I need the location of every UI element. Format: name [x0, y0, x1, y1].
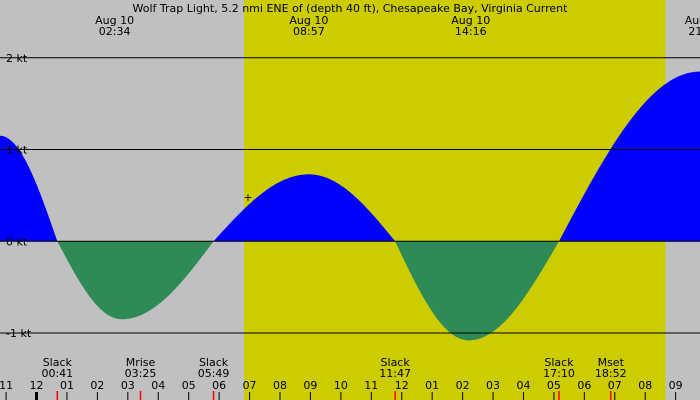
flood-area — [559, 71, 700, 242]
hour-tick-label: 07 — [243, 379, 257, 392]
event-name-label: Mrise — [126, 356, 156, 369]
flood-area — [213, 174, 396, 242]
grid-lines — [0, 57, 700, 334]
ebb-area — [57, 241, 214, 320]
y-tick-label: 2 kt — [6, 52, 28, 65]
top-date-label: Aug 10 — [95, 14, 134, 27]
y-tick-label: 1 kt — [6, 144, 28, 157]
hour-tick-label: 04 — [151, 379, 165, 392]
top-time-label: 08:57 — [293, 25, 325, 38]
event-name-label: Slack — [43, 356, 73, 369]
event-name-label: Slack — [381, 356, 411, 369]
hour-tick-label: 09 — [669, 379, 683, 392]
event-time-label: 00:41 — [41, 367, 73, 380]
hour-tick-label: 08 — [273, 379, 287, 392]
hour-tick-label: 01 — [425, 379, 439, 392]
current-areas — [0, 71, 700, 341]
event-time-label: 11:47 — [379, 367, 411, 380]
flood-area — [0, 135, 58, 242]
hour-tick-label: 06 — [577, 379, 591, 392]
event-labels: Slack00:41Mrise03:25Slack05:49Slack11:47… — [41, 356, 627, 400]
hour-axis: 11 12 01 02 03 04 05 06 07 08 09 10 11 12 01 02 03 04 05 06… — [0, 379, 683, 400]
hour-tick-label: 05 — [547, 379, 561, 392]
event-time-label: 05:49 — [198, 367, 230, 380]
event-name-label: Slack — [544, 356, 574, 369]
event-time-label: 18:52 — [595, 367, 627, 380]
hour-tick-label: 06 — [212, 379, 226, 392]
hour-tick-label: 02 — [456, 379, 470, 392]
event-name-label: Slack — [199, 356, 229, 369]
top-date-label: Aug 10 — [451, 14, 490, 27]
marker-symbol: + — [243, 191, 252, 204]
hour-tick-label: 09 — [303, 379, 317, 392]
top-time-label: 21 — [688, 25, 700, 38]
hour-tick-label: 10 — [334, 379, 348, 392]
hour-tick-label: 12 — [30, 379, 44, 392]
event-time-label: 17:10 — [543, 367, 575, 380]
hour-tick-label: 02 — [90, 379, 104, 392]
hour-tick-label: 03 — [121, 379, 135, 392]
y-axis-labels: 2 kt 1 kt 0 kt -1 kt — [6, 52, 32, 340]
event-name-label: Mset — [598, 356, 625, 369]
top-time-label: 14:16 — [455, 25, 487, 38]
top-time-label: 02:34 — [99, 25, 131, 38]
hour-tick-label: 05 — [182, 379, 196, 392]
top-date-label: Aug — [685, 14, 700, 27]
hour-tick-label: 01 — [60, 379, 74, 392]
hour-tick-label: 08 — [638, 379, 652, 392]
current-time-marker: + — [243, 191, 252, 204]
ebb-area — [395, 241, 559, 341]
hour-tick-label: 11 — [364, 379, 378, 392]
hour-tick-label: 12 — [395, 379, 409, 392]
y-tick-label: 0 kt — [6, 235, 28, 248]
y-tick-label: -1 kt — [6, 327, 32, 340]
hour-tick-label: 07 — [608, 379, 622, 392]
top-date-label: Aug 10 — [289, 14, 328, 27]
event-time-label: 03:25 — [125, 367, 157, 380]
chart-title: Wolf Trap Light, 5.2 nmi ENE of (depth 4… — [133, 2, 569, 15]
hour-tick-label: 03 — [486, 379, 500, 392]
hour-tick-label: 04 — [516, 379, 530, 392]
hour-tick-label: 11 — [0, 379, 13, 392]
